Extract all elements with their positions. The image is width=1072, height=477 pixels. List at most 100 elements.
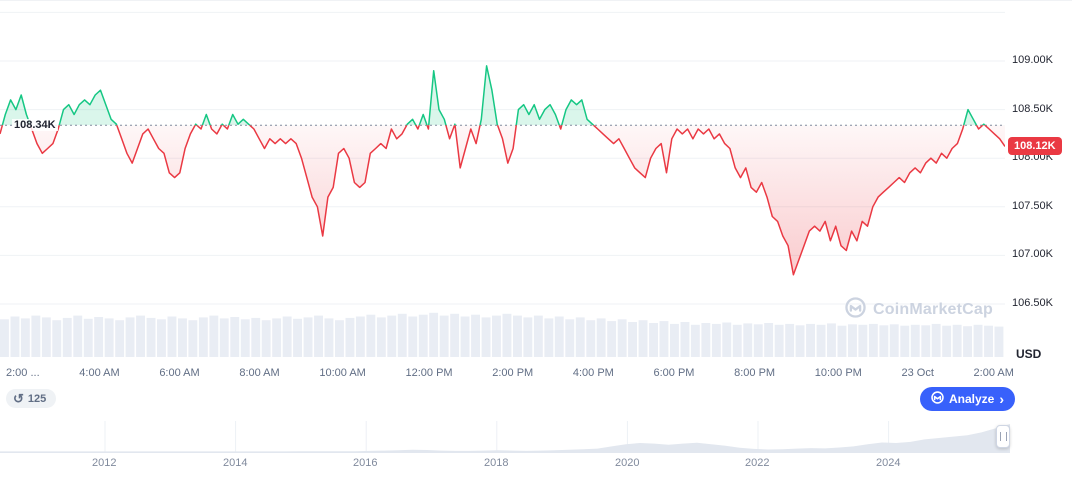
coinmarketcap-logo-icon — [931, 391, 944, 407]
price-line-down — [0, 125, 1005, 276]
volume-bar — [837, 325, 847, 357]
volume-bar — [659, 321, 669, 357]
timeline-navigator[interactable] — [0, 421, 1010, 453]
watermark-text: CoinMarketCap — [873, 301, 993, 318]
volume-bar — [795, 325, 805, 357]
volume-bar — [104, 318, 114, 357]
volume-bar — [293, 318, 302, 357]
volume-bar — [910, 324, 920, 357]
volume-bar — [565, 319, 575, 357]
x-tick: 12:00 PM — [405, 367, 453, 379]
volume-bar — [931, 323, 941, 357]
x-tick: 4:00 AM — [79, 367, 120, 379]
volume-bar — [753, 324, 763, 357]
y-tick: 106.50K — [1012, 297, 1053, 309]
nav-year: 2012 — [92, 457, 117, 469]
volume-bar — [523, 317, 533, 357]
volume-bar — [889, 324, 899, 357]
x-tick: 4:00 PM — [572, 367, 614, 379]
volume-bar — [335, 320, 344, 357]
volume-bar — [460, 316, 470, 357]
volume-bar — [774, 324, 784, 357]
volume-bar — [408, 316, 418, 357]
volume-bar — [251, 317, 261, 357]
volume-bar — [303, 317, 313, 357]
drag-grip-icon — [999, 432, 1007, 441]
volume-bar — [533, 315, 543, 357]
volume-bar — [355, 316, 365, 357]
volume-bar — [952, 324, 962, 357]
volume-bar — [94, 317, 104, 357]
volume-bar — [617, 319, 627, 357]
volume-bar — [502, 313, 512, 357]
volume-bar — [628, 322, 637, 357]
coinmarketcap-logo-icon — [845, 297, 866, 323]
volume-bar — [921, 325, 931, 357]
volume-bar — [963, 326, 972, 357]
volume-bar — [596, 318, 606, 357]
volume-bar — [607, 321, 617, 357]
nav-year: 2020 — [615, 457, 640, 469]
volume-bar — [827, 323, 836, 357]
x-tick: 6:00 AM — [159, 367, 200, 379]
nav-area — [0, 424, 1010, 453]
volume-bar — [554, 316, 564, 357]
nav-year: 2016 — [353, 457, 378, 469]
y-tick: 107.00K — [1012, 248, 1053, 260]
volume-bar — [711, 323, 721, 357]
volume-bar — [31, 315, 41, 357]
volume-bar — [732, 324, 742, 357]
area-above-baseline — [2, 65, 985, 126]
volume-bar — [858, 324, 868, 357]
volume-bar — [868, 323, 878, 357]
x-tick: 8:00 PM — [734, 367, 776, 379]
volume-bar — [83, 318, 93, 357]
volume-bar — [670, 323, 679, 357]
volume-bar — [429, 312, 439, 357]
history-count-button[interactable]: ↺ 125 — [6, 389, 57, 408]
x-tick: 2:00 PM — [492, 367, 534, 379]
area-below-baseline — [0, 125, 1005, 275]
volume-bar — [439, 315, 449, 357]
x-tick: 2:00 AM — [973, 367, 1014, 379]
x-tick: 8:00 AM — [239, 367, 280, 379]
volume-bar — [586, 320, 596, 357]
volume-bar — [680, 322, 690, 357]
volume-bar — [942, 325, 952, 357]
volume-bar — [167, 316, 177, 357]
volume-bar — [73, 315, 83, 357]
volume-bar — [366, 314, 376, 357]
coinmarketcap-watermark: CoinMarketCap — [845, 297, 993, 323]
volume-bar — [376, 317, 386, 357]
analyze-button[interactable]: Analyze › — [920, 387, 1016, 411]
x-tick: 23 Oct — [901, 367, 934, 379]
volume-bar — [125, 317, 135, 357]
volume-bar — [418, 314, 428, 357]
volume-bar — [994, 326, 1004, 357]
volume-bar — [973, 324, 983, 357]
volume-bar — [387, 315, 397, 357]
price-chart-plot[interactable] — [0, 1, 1005, 361]
volume-bar — [282, 316, 292, 357]
time-axis: 2:00 ... 4:00 AM 6:00 AM 8:00 AM 10:00 A… — [0, 367, 1016, 379]
y-tick: 107.50K — [1012, 200, 1053, 212]
axis-unit-label: USD — [1016, 347, 1042, 361]
navigator-handle[interactable] — [996, 425, 1010, 448]
volume-bar — [0, 319, 9, 357]
volume-bar — [219, 318, 229, 357]
baseline-price-label: 108.34K — [12, 119, 58, 131]
volume-bar — [20, 318, 30, 357]
volume-bar — [481, 317, 491, 357]
chevron-right-icon: › — [999, 390, 1005, 407]
volume-bar — [146, 317, 156, 357]
volume-bar — [701, 323, 711, 357]
volume-bar — [649, 323, 658, 357]
last-price-badge: 108.12K — [1008, 137, 1062, 155]
volume-bar — [450, 313, 460, 357]
volume-bar — [41, 317, 51, 357]
volume-bar — [178, 318, 187, 357]
history-icon: ↺ — [13, 391, 24, 406]
x-tick: 10:00 AM — [319, 367, 366, 379]
volume-bar — [240, 319, 250, 357]
